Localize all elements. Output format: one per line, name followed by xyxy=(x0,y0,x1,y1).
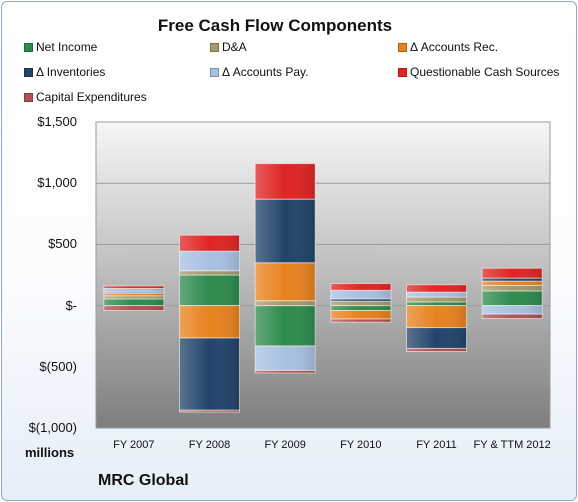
bar-highlight xyxy=(330,310,391,320)
legend-label: Capital Expenditures xyxy=(36,90,147,104)
x-tick-label: FY 2008 xyxy=(188,439,231,451)
legend-swatch xyxy=(398,68,407,77)
bar-highlight xyxy=(330,319,391,323)
bar-highlight xyxy=(482,278,543,282)
bar-highlight xyxy=(103,292,164,294)
brand-label: MRC Global xyxy=(98,472,189,489)
bar-highlight xyxy=(255,199,316,263)
bar-highlight xyxy=(179,251,240,271)
bar-highlight xyxy=(406,301,467,306)
bar-highlight xyxy=(482,281,543,286)
plot-area xyxy=(95,121,551,429)
chart-title: Free Cash Flow Components xyxy=(157,16,393,35)
bar-highlight xyxy=(103,293,164,296)
bar-highlight xyxy=(103,298,164,306)
bar-highlight xyxy=(406,292,467,298)
x-tick-label: FY 2009 xyxy=(264,439,306,451)
legend-swatch xyxy=(210,43,219,52)
y-tick-label: $(500) xyxy=(39,358,77,374)
bar-highlight xyxy=(330,290,391,299)
x-tick-label: FY 2011 xyxy=(416,439,457,451)
legend-swatch xyxy=(24,68,33,77)
bar-highlight xyxy=(406,284,467,293)
bar-highlight xyxy=(406,305,467,328)
bar-highlight xyxy=(406,297,467,302)
bar-highlight xyxy=(482,305,543,315)
y-tick-label: $(1,000) xyxy=(28,420,77,435)
bar-highlight xyxy=(103,295,164,299)
bar-highlight xyxy=(482,285,543,291)
y-tick-label: $500 xyxy=(48,236,77,252)
bar-highlight xyxy=(103,288,164,293)
bar-highlight xyxy=(179,338,240,411)
bar-highlight xyxy=(330,298,391,302)
legend-label: Δ Inventories xyxy=(36,65,106,79)
bar-highlight xyxy=(179,275,240,306)
bar-highlight xyxy=(330,283,391,291)
legend-swatch xyxy=(24,43,33,52)
bar-highlight xyxy=(255,300,316,306)
legend-label: Questionable Cash Sources xyxy=(410,65,560,79)
bar-highlight xyxy=(482,314,543,319)
x-tick-label: FY 2007 xyxy=(113,439,155,451)
units-label: millions xyxy=(25,445,75,460)
bar-highlight xyxy=(179,235,240,252)
bar-highlight xyxy=(482,290,543,306)
bar-highlight xyxy=(255,370,316,373)
bar-highlight xyxy=(406,327,467,349)
bar-highlight xyxy=(103,305,164,311)
bar-highlight xyxy=(255,262,316,301)
x-tick-label: FY & TTM 2012 xyxy=(473,439,551,451)
bar-highlight xyxy=(103,286,164,289)
bar-highlight xyxy=(330,301,391,306)
bar-highlight xyxy=(179,305,240,339)
bar-highlight xyxy=(406,348,467,352)
legend-label: D&A xyxy=(222,40,247,54)
x-tick-label: FY 2010 xyxy=(340,439,382,451)
bar-highlight xyxy=(179,410,240,413)
legend-swatch xyxy=(24,93,33,102)
legend-label: Δ Accounts Rec. xyxy=(410,40,499,54)
legend-swatch xyxy=(210,68,219,77)
bar-highlight xyxy=(255,163,316,200)
bar-highlight xyxy=(255,345,316,371)
bar-highlight xyxy=(482,268,543,279)
legend-swatch xyxy=(398,43,407,52)
bar-highlight xyxy=(330,305,391,311)
bar-highlight xyxy=(179,270,240,275)
bar-highlight xyxy=(255,305,316,346)
legend-label: Δ Accounts Pay. xyxy=(222,65,309,79)
y-tick-label: $1,000 xyxy=(37,175,77,191)
y-tick-label: $- xyxy=(65,297,77,313)
legend-label: Net Income xyxy=(36,40,98,54)
y-tick-label: $1,500 xyxy=(37,114,77,129)
